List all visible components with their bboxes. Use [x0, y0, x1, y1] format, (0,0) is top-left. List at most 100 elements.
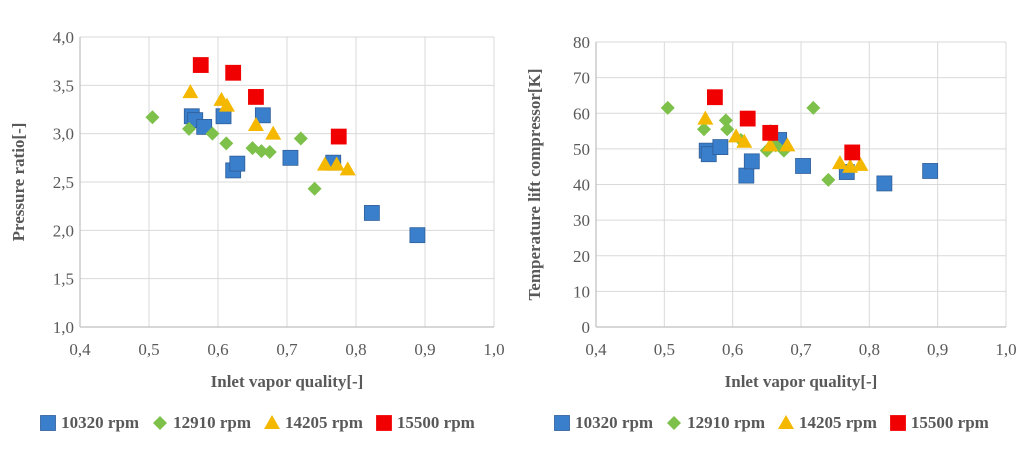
data-point-12910 — [262, 145, 277, 160]
legend-marker-12910 — [667, 416, 682, 430]
data-point-15500 — [739, 110, 756, 127]
legend-label: 12910 rpm — [687, 413, 765, 432]
y-tick-label: 1,5 — [53, 270, 74, 289]
data-point-15500 — [844, 144, 861, 161]
data-point-15500 — [192, 57, 209, 73]
legend-item-15500: 15500 rpm — [375, 413, 475, 433]
data-point-15500 — [706, 89, 723, 106]
y-tick-label: 3,5 — [53, 76, 74, 95]
data-point-14205 — [328, 156, 345, 171]
data-point-12910 — [205, 126, 220, 141]
data-point-12910 — [806, 100, 821, 115]
y-tick-label: 50 — [573, 140, 590, 159]
x-tick-label: 0,5 — [654, 340, 675, 359]
pressure-ratio-plot: 1,0 1,5 2,0 2,5 3,0 3,5 4,0 0,4 0,5 0,6 0,7 0,8 0,9 1… — [9, 28, 505, 391]
x-tick-label: 0,9 — [414, 340, 435, 359]
legend-marker-15500 — [890, 415, 906, 431]
legend-marker-14205 — [264, 415, 280, 429]
data-point-10320 — [282, 149, 299, 166]
legend-label: 12910 rpm — [173, 413, 251, 432]
data-point-14205 — [779, 137, 796, 152]
data-point-12910 — [293, 131, 308, 146]
data-point-10320 — [196, 119, 213, 135]
legend-left: 10320 rpm 12910 rpm 14205 rpm 15500 rpm — [0, 413, 514, 433]
data-point-10320 — [712, 139, 729, 155]
data-point-12910 — [145, 110, 160, 125]
legend-item-10320: 10320 rpm — [553, 413, 653, 433]
legend-label: 14205 rpm — [285, 413, 363, 432]
temperature-lift-chart: 0 10 20 30 40 50 60 70 80 0,4 0,5 0,6 0,7 0,8 0,9 1,0 In… — [514, 0, 1028, 455]
legend-right: 10320 rpm 12910 rpm 14205 rpm 15500 rpm — [514, 413, 1028, 433]
y-tick-label: 0 — [582, 318, 591, 337]
legend-item-15500: 15500 rpm — [889, 413, 989, 433]
y-tick-label: 10 — [573, 282, 590, 301]
x-tick-label: 0,6 — [207, 340, 228, 359]
x-tick-label: 0,8 — [859, 340, 880, 359]
x-tick-label: 0,7 — [790, 340, 812, 359]
data-point-12910 — [660, 100, 675, 115]
legend-item-12910: 12910 rpm — [151, 413, 251, 433]
legend-label: 15500 rpm — [396, 413, 475, 432]
y-axis-title: Temperature lift compressor[K] — [525, 69, 544, 301]
data-point-12910 — [219, 136, 234, 151]
x-tick-label: 0,8 — [345, 340, 366, 359]
data-point-14205 — [697, 110, 714, 125]
legend-item-14205: 14205 rpm — [777, 413, 877, 433]
x-axis-title: Inlet vapor quality[-] — [725, 372, 878, 391]
data-point-12910 — [821, 172, 836, 187]
legend-label: 14205 rpm — [799, 413, 877, 432]
y-tick-label: 40 — [573, 176, 590, 195]
data-point-14205 — [762, 137, 779, 152]
legend-swatch-12910 — [153, 416, 168, 430]
legend-label: 10320 rpm — [575, 413, 654, 432]
x-tick-label: 0,4 — [69, 340, 91, 359]
data-point-14205 — [182, 84, 199, 99]
legend-item-12910: 12910 rpm — [665, 413, 765, 433]
data-point-14205 — [247, 116, 264, 131]
x-tick-label: 0,9 — [927, 340, 948, 359]
data-point-14205 — [316, 156, 333, 171]
x-tick-label: 1,0 — [995, 340, 1016, 359]
y-tick-label: 2,5 — [53, 173, 74, 192]
legend-swatch-12910 — [667, 416, 682, 430]
x-tick-label: 0,4 — [585, 340, 607, 359]
data-point-14205 — [265, 125, 282, 140]
x-axis-title: Inlet vapor quality[-] — [211, 372, 364, 391]
y-tick-label: 1,0 — [53, 318, 74, 337]
data-point-10320 — [254, 107, 271, 124]
legend-swatch-15500 — [376, 415, 392, 431]
legend-item-10320: 10320 rpm — [39, 413, 139, 433]
data-point-10320 — [229, 155, 246, 172]
y-tick-label: 3,0 — [53, 125, 74, 144]
y-axis-title: Pressure ratio[-] — [9, 123, 28, 242]
data-point-15500 — [330, 128, 347, 145]
data-point-10320 — [743, 153, 760, 170]
y-tick-label: 80 — [573, 33, 590, 52]
temperature-lift-plot: 0 10 20 30 40 50 60 70 80 0,4 0,5 0,6 0,7 0,8 0,9 1,0 In… — [525, 33, 1017, 391]
y-tick-label: 70 — [573, 69, 590, 88]
data-point-12910 — [696, 122, 711, 137]
data-point-12910 — [307, 181, 322, 196]
data-point-10320 — [738, 167, 755, 184]
data-point-10320 — [876, 175, 893, 192]
legend-swatch-14205 — [264, 415, 280, 429]
data-point-14205 — [831, 155, 848, 170]
legend-swatch-10320 — [40, 415, 57, 431]
data-point-15500 — [762, 124, 779, 141]
legend-label: 10320 rpm — [61, 413, 140, 432]
data-point-12910 — [718, 113, 733, 128]
x-tick-label: 0,7 — [276, 340, 298, 359]
data-point-15500 — [248, 89, 264, 105]
legend-marker-12910 — [153, 416, 168, 430]
data-point-12910 — [254, 144, 269, 159]
data-point-15500 — [225, 64, 242, 81]
data-point-14205 — [218, 97, 235, 112]
data-point-12910 — [720, 122, 735, 137]
data-point-14205 — [339, 161, 356, 176]
data-point-14205 — [736, 133, 753, 148]
data-point-14205 — [728, 128, 745, 143]
x-tick-label: 0,6 — [722, 340, 743, 359]
y-tick-label: 20 — [573, 247, 590, 266]
legend-item-14205: 14205 rpm — [263, 413, 363, 433]
